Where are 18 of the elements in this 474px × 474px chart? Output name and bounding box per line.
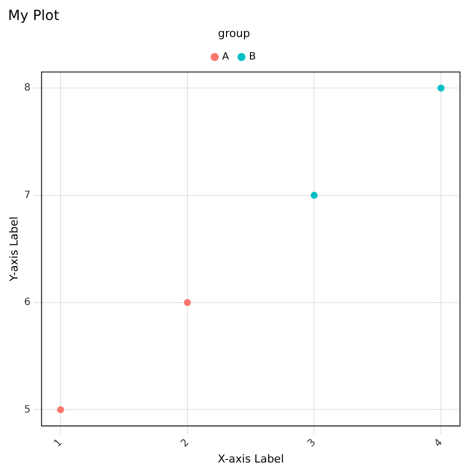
y-tick-label: 8 xyxy=(24,82,31,94)
point xyxy=(184,299,191,306)
y-tick-label: 6 xyxy=(24,297,31,308)
point xyxy=(310,192,318,199)
x-tick-label: 2 xyxy=(179,437,192,450)
legend-label: B xyxy=(248,52,256,63)
point xyxy=(437,84,444,92)
chart-title: My Plot xyxy=(8,8,60,24)
y-tick-label: 5 xyxy=(24,404,31,416)
x-axis-title: X-axis Label xyxy=(218,452,284,466)
point xyxy=(57,406,64,414)
legend-title: group xyxy=(218,27,250,40)
x-tick-label: 3 xyxy=(306,437,318,450)
y-axis-title: Y-axis Label xyxy=(7,216,20,282)
x-tick-label: 1 xyxy=(52,437,65,450)
x-tick-label: 4 xyxy=(432,437,445,450)
legend-label: A xyxy=(222,52,230,63)
y-tick-label: 7 xyxy=(24,190,31,201)
